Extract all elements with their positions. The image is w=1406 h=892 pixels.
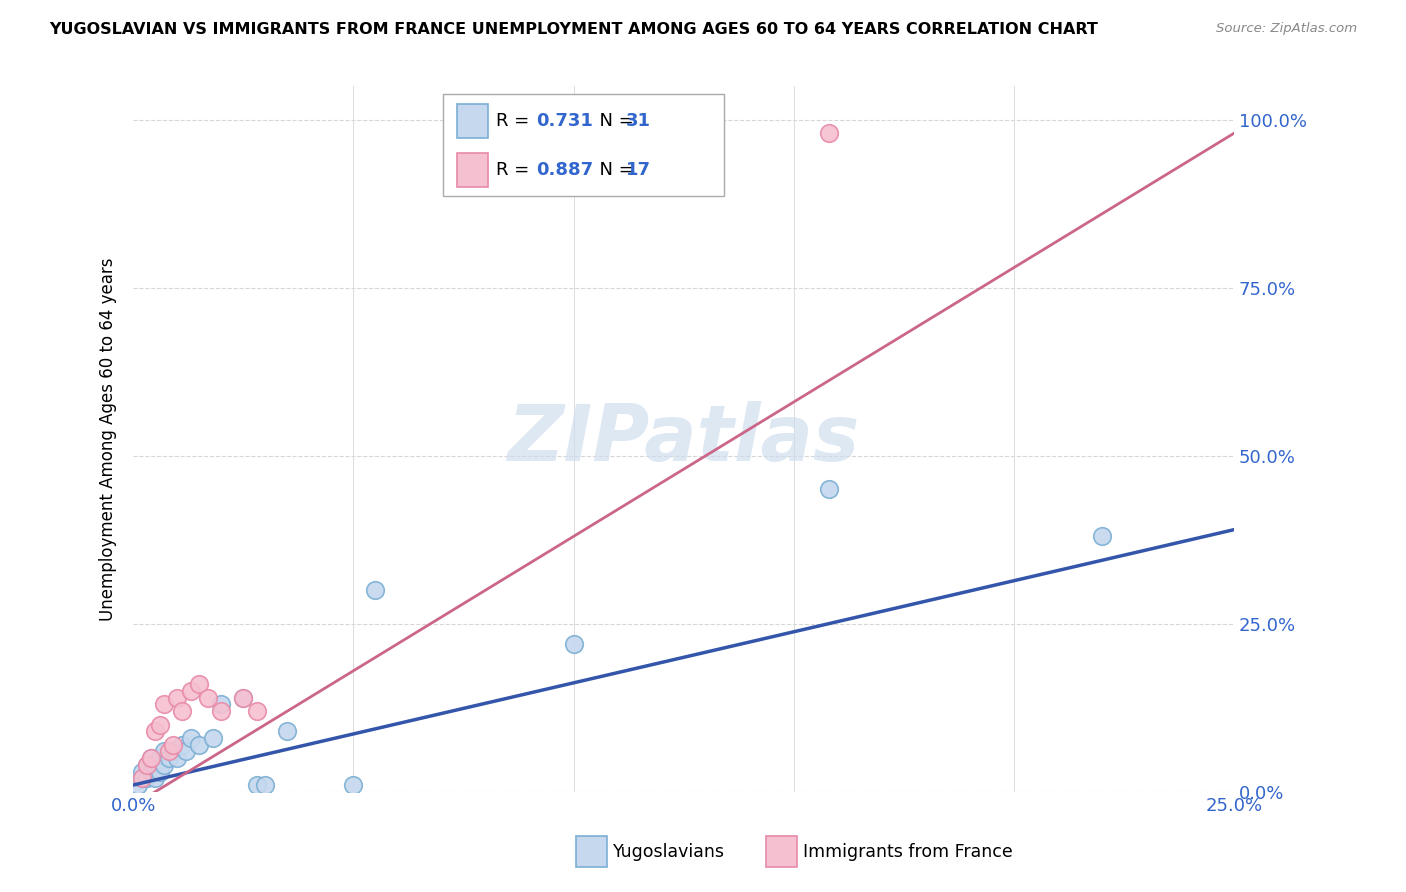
Point <box>135 771 157 785</box>
Point <box>143 724 166 739</box>
Point <box>149 764 172 779</box>
Point <box>127 778 149 792</box>
Point <box>1091 529 1114 543</box>
Text: 0.887: 0.887 <box>536 161 593 179</box>
Text: 31: 31 <box>626 112 651 130</box>
Point <box>209 698 232 712</box>
Point <box>143 771 166 785</box>
Point <box>201 731 224 745</box>
Point <box>149 751 172 765</box>
Text: Source: ZipAtlas.com: Source: ZipAtlas.com <box>1216 22 1357 36</box>
Point <box>245 704 267 718</box>
Point <box>817 483 839 497</box>
Point <box>174 744 197 758</box>
Text: N =: N = <box>588 112 640 130</box>
Point <box>209 704 232 718</box>
Point <box>135 757 157 772</box>
Point <box>166 690 188 705</box>
Point <box>276 724 298 739</box>
Point <box>342 778 364 792</box>
Point <box>149 717 172 731</box>
Point <box>562 637 585 651</box>
Point <box>166 751 188 765</box>
Point <box>170 704 193 718</box>
Text: YUGOSLAVIAN VS IMMIGRANTS FROM FRANCE UNEMPLOYMENT AMONG AGES 60 TO 64 YEARS COR: YUGOSLAVIAN VS IMMIGRANTS FROM FRANCE UN… <box>49 22 1098 37</box>
Point <box>364 583 387 598</box>
Point <box>162 738 184 752</box>
Point <box>139 751 162 765</box>
Text: 0.731: 0.731 <box>536 112 592 130</box>
Point <box>153 698 176 712</box>
Point <box>188 677 211 691</box>
Text: Immigrants from France: Immigrants from France <box>803 843 1012 861</box>
Text: ZIPatlas: ZIPatlas <box>508 401 859 477</box>
Point <box>131 771 153 785</box>
Point <box>180 731 202 745</box>
Point <box>157 751 180 765</box>
Point <box>131 771 153 785</box>
Point <box>197 690 219 705</box>
Text: R =: R = <box>496 161 536 179</box>
Text: N =: N = <box>588 161 640 179</box>
Point <box>153 757 176 772</box>
Y-axis label: Unemployment Among Ages 60 to 64 years: Unemployment Among Ages 60 to 64 years <box>100 257 117 621</box>
Text: R =: R = <box>496 112 536 130</box>
Point <box>232 690 254 705</box>
Point <box>232 690 254 705</box>
Point <box>143 757 166 772</box>
Point <box>139 751 162 765</box>
Point <box>157 744 180 758</box>
Point <box>162 744 184 758</box>
Point <box>139 764 162 779</box>
Point <box>131 764 153 779</box>
Point <box>180 684 202 698</box>
Point <box>170 738 193 752</box>
Point <box>817 127 839 141</box>
Text: 17: 17 <box>626 161 651 179</box>
Point <box>153 744 176 758</box>
Point <box>254 778 277 792</box>
Text: Yugoslavians: Yugoslavians <box>613 843 725 861</box>
Point <box>245 778 267 792</box>
Point <box>135 757 157 772</box>
Point <box>188 738 211 752</box>
